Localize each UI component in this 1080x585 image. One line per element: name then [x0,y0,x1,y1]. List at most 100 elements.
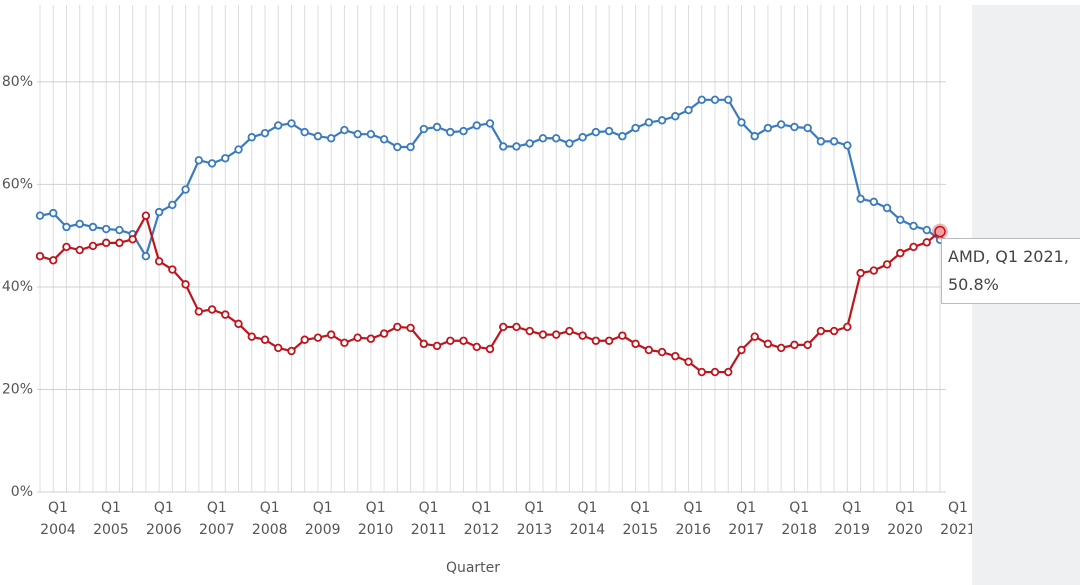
data-point [154,257,164,266]
x-tick-label: Q1 2014 [569,500,606,538]
data-point [168,265,177,274]
data-point [499,322,508,332]
data-point [181,280,190,289]
data-point [869,266,879,275]
data-point [221,310,230,319]
data-point [49,256,58,265]
data-point [459,126,468,136]
data-point [750,332,759,341]
data-point [326,330,336,339]
data-point [512,322,521,332]
data-point [922,238,931,247]
data-point [565,326,574,336]
data-point [803,340,812,350]
data-point [432,341,442,351]
x-tick-label: Q1 2021 [940,500,976,538]
data-point [75,245,84,255]
data-point [62,222,71,232]
data-point [671,112,680,121]
data-point [101,238,111,248]
data-point [313,132,323,141]
data-point [578,133,587,142]
data-point [882,260,892,269]
data-point [472,121,481,130]
data-point [379,135,389,144]
x-tick-label: Q1 2020 [887,500,923,538]
data-point [604,126,614,136]
data-point [432,122,442,132]
y-tick-label: 20% [2,381,33,397]
data-point [843,141,852,150]
y-tick-label: 80% [2,74,33,90]
data-point [896,248,905,258]
data-point [287,346,296,356]
data-point [525,139,534,148]
x-tick-label: Q1 2012 [463,500,500,538]
data-point [128,235,137,244]
x-tick-label: Q1 2011 [410,500,447,538]
data-point [829,326,839,336]
y-tick-label: 40% [2,279,33,295]
data-point [62,242,71,252]
data-point [896,215,905,224]
x-tick-label: Q1 2008 [251,500,288,538]
data-point [829,137,839,146]
data-point [313,333,323,342]
data-point [168,200,177,210]
data-point [763,339,773,349]
data-point [446,336,455,345]
data-point [618,331,627,340]
x-tick-label: Q1 2006 [146,500,182,538]
data-point [657,347,667,357]
data-point [565,139,574,148]
data-point [287,119,296,128]
data-point [697,367,706,377]
data-point [922,225,931,235]
data-point [538,330,548,339]
data-point [710,367,720,377]
data-point [591,336,601,345]
data-point [763,123,773,133]
data-point [578,331,587,340]
data-point [234,145,243,154]
data-point [49,208,58,218]
data-point [406,142,415,152]
x-tick-label: Q1 2004 [40,500,76,538]
data-point [247,133,256,142]
data-point [631,123,640,133]
data-point [843,322,852,332]
data-point [750,132,759,141]
data-point [485,344,495,354]
data-point [644,118,654,127]
data-point [300,335,309,344]
data-point [300,127,309,137]
data-point [247,332,256,341]
data-point [419,339,429,349]
data-point [684,357,693,366]
data-point [551,134,561,143]
data-point [724,367,733,377]
data-point [260,335,270,344]
data-point [393,142,402,152]
data-point [525,326,534,336]
data-point [340,125,349,135]
data-point [194,156,204,165]
data-point [856,268,865,278]
data-point [379,329,389,338]
data-point [260,128,270,138]
data-point [406,323,415,333]
x-tick-label: Q1 2017 [728,500,765,538]
data-point [194,307,204,316]
data-point [909,242,918,252]
highlight-point [934,225,946,238]
data-point [207,305,217,314]
data-point [207,159,217,168]
data-point [154,207,164,217]
data-point [869,197,879,207]
data-point [459,336,468,345]
data-point [101,224,111,234]
data-point [684,105,693,115]
data-point [353,129,362,139]
data-point [115,225,124,235]
